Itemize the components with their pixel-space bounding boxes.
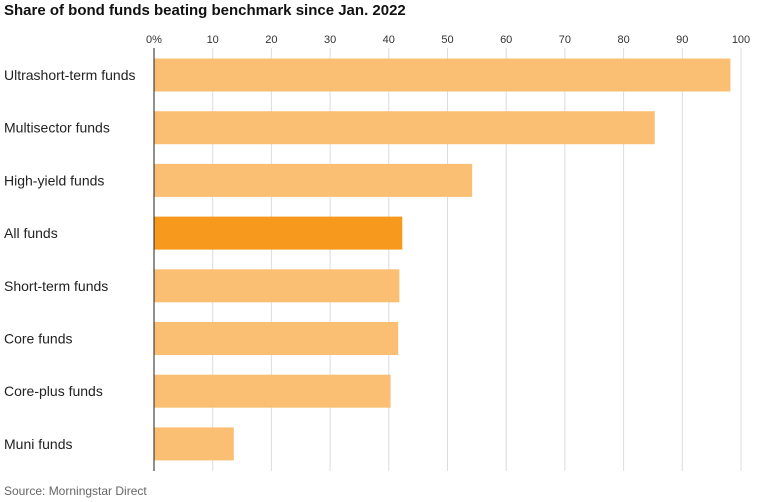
- category-label: Multisector funds: [4, 120, 110, 136]
- chart-title: Share of bond funds beating benchmark si…: [4, 2, 406, 19]
- bar: [154, 374, 391, 408]
- x-tick-label: 60: [500, 34, 512, 46]
- category-label: High-yield funds: [4, 172, 104, 188]
- category-label: Core-plus funds: [4, 383, 103, 399]
- x-tick-label: 90: [676, 34, 688, 46]
- bar: [154, 163, 473, 197]
- bar: [154, 58, 731, 92]
- category-labels: Ultrashort-term funds Multisector funds Hi…: [4, 67, 135, 452]
- x-tick-label: 30: [324, 34, 336, 46]
- x-tick-label: 20: [265, 34, 277, 46]
- x-tick-label: 50: [441, 34, 453, 46]
- category-label: Short-term funds: [4, 278, 108, 294]
- source-note: Source: Morningstar Direct: [4, 484, 147, 498]
- bar: [154, 427, 234, 461]
- x-tick-label: 40: [383, 34, 395, 46]
- x-tick-label: 10: [207, 34, 219, 46]
- x-tick-label: 80: [617, 34, 629, 46]
- bars: [154, 58, 731, 461]
- bar: [154, 322, 399, 355]
- bar: [154, 269, 400, 303]
- x-tick-label: 100: [732, 34, 750, 46]
- tick-labels: 0% 10 20 30 40 50 60 70 80 90 100: [146, 34, 750, 46]
- x-tick-label: 70: [559, 34, 571, 46]
- category-label: Ultrashort-term funds: [4, 67, 135, 83]
- category-label: Core funds: [4, 331, 72, 347]
- bar: [154, 216, 403, 250]
- category-label: Muni funds: [4, 436, 72, 452]
- x-tick-label: 0%: [146, 34, 162, 46]
- category-label: All funds: [4, 225, 58, 241]
- bar: [154, 111, 655, 145]
